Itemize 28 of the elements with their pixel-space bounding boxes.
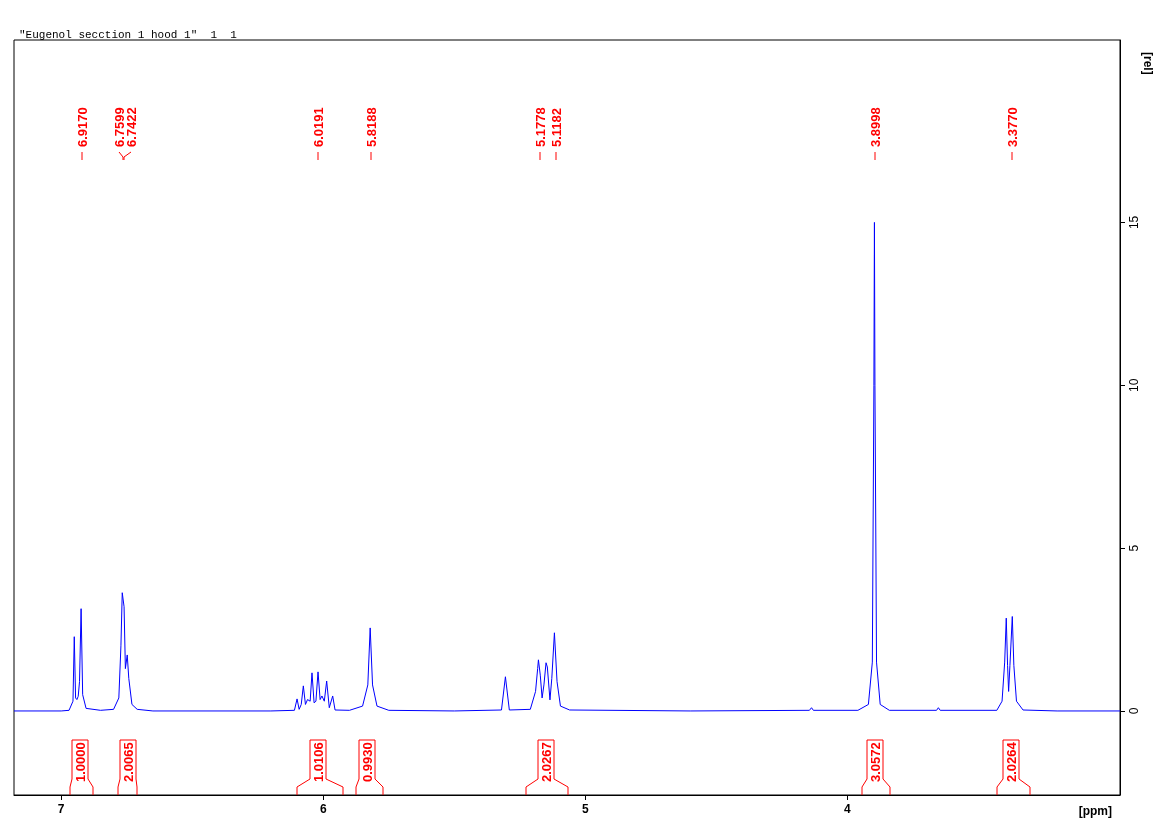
- y-axis-title: [rel]: [1141, 52, 1155, 75]
- x-tick-label: 4: [844, 802, 852, 816]
- annotation: 2.0065: [121, 742, 136, 782]
- x-axis-title: [ppm]: [1078, 804, 1112, 818]
- annotation: 0.9930: [360, 742, 375, 782]
- annotation: 3.3770: [1005, 107, 1020, 147]
- annotation: 3.0572: [868, 742, 883, 782]
- annotation: 2.0264: [1004, 741, 1019, 782]
- annotation: 6.9170: [75, 107, 90, 147]
- line-series: [13, 221, 1121, 712]
- annotation: 3.8998: [868, 107, 883, 147]
- y-tick-label: 0: [1127, 707, 1141, 715]
- y-tick-label: 15: [1127, 215, 1141, 230]
- chart-title: "Eugenol secction 1 hood 1" 1 1: [19, 28, 238, 41]
- x-tick-label: 5: [582, 802, 589, 816]
- annotation: 6.7422: [124, 107, 139, 147]
- annotation: 1.0106: [311, 742, 326, 782]
- y-tick-label: 10: [1127, 378, 1141, 392]
- annotation: 6.7599: [112, 107, 127, 147]
- annotation: 5.1182: [549, 107, 564, 147]
- x-tick-label: 6: [319, 802, 327, 816]
- annotation: 6.0191: [311, 107, 326, 147]
- x-tick-label: 7: [57, 802, 65, 816]
- y-tick-label: 5: [1127, 544, 1141, 552]
- annotation: 5.8188: [364, 107, 379, 147]
- annotation: 5.1778: [533, 107, 548, 147]
- annotation: 2.0267: [539, 742, 554, 782]
- annotation: 1.0000: [73, 742, 88, 782]
